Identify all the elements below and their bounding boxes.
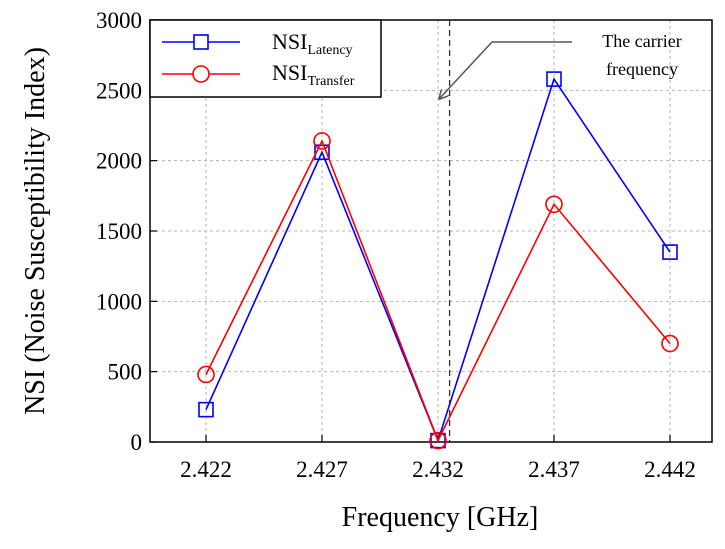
carrier-annotation: The carrier frequency xyxy=(440,31,682,98)
data-point-latency xyxy=(198,401,214,418)
data-point-transfer xyxy=(197,365,215,384)
data-point-transfer xyxy=(313,132,331,150)
x-tick-label: 2.422 xyxy=(180,457,232,482)
data-point-transfer xyxy=(545,195,563,214)
y-tick-label: 3000 xyxy=(96,8,142,33)
x-tick-label: 2.432 xyxy=(412,457,464,482)
legend-item-latency: NSILatency xyxy=(162,29,353,58)
x-axis-title: Frequency [GHz] xyxy=(342,502,539,533)
legend-box xyxy=(149,19,382,98)
series-line-transfer xyxy=(205,138,671,443)
legend: NSILatency NSITransfer xyxy=(149,19,382,98)
x-tick-label: 2.437 xyxy=(528,457,580,482)
y-axis-title: NSI (Noise Susceptibility Index) xyxy=(20,47,51,415)
series-layer xyxy=(197,71,679,450)
annotation-line-2: frequency xyxy=(606,59,678,79)
data-point-latency xyxy=(430,432,446,449)
legend-label-latency: NSILatency xyxy=(272,29,353,58)
y-tick-label: 0 xyxy=(131,430,143,455)
series-transfer xyxy=(197,132,679,450)
x-tick-label: 2.442 xyxy=(644,457,696,482)
legend-item-transfer: NSITransfer xyxy=(162,60,355,89)
grid xyxy=(150,20,712,442)
legend-marker-latency xyxy=(193,34,209,50)
data-point-transfer xyxy=(661,334,679,353)
legend-label-transfer-main: NSI xyxy=(272,60,307,85)
y-tick-label: 2000 xyxy=(96,149,142,174)
y-tick-label: 1000 xyxy=(96,289,142,314)
y-tick-label: 1500 xyxy=(96,219,142,244)
axis-ticks: 0 500 1000 1500 2000 2500 3000 2.422 2.427 2.432 2… xyxy=(96,8,696,482)
data-point-transfer xyxy=(429,431,447,450)
data-point-latency xyxy=(662,244,678,260)
data-point-latency xyxy=(546,71,562,87)
legend-marker-transfer xyxy=(192,65,210,83)
data-point-latency xyxy=(314,144,330,161)
legend-label-latency-sub: Latency xyxy=(307,43,352,58)
legend-label-transfer: NSITransfer xyxy=(272,60,355,89)
y-tick-label: 2500 xyxy=(96,78,142,103)
legend-label-latency-main: NSI xyxy=(272,29,307,54)
annotation-line-1: The carrier xyxy=(602,31,681,51)
annotation-arrow xyxy=(440,41,572,98)
legend-label-transfer-sub: Transfer xyxy=(307,74,354,89)
y-tick-label: 500 xyxy=(108,360,143,385)
x-tick-label: 2.427 xyxy=(296,457,348,482)
